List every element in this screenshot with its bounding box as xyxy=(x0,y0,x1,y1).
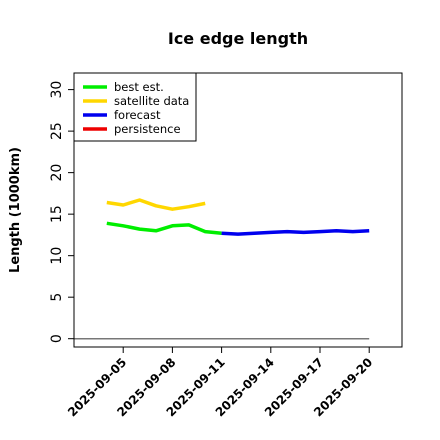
legend-label-1: satellite data xyxy=(114,94,189,108)
legend-label-3: persistence xyxy=(114,122,181,136)
chart-title: Ice edge length xyxy=(168,29,308,48)
y-tick-label: 0 xyxy=(49,334,65,343)
y-axis-label: Length (1000km) xyxy=(8,147,23,273)
axes-frame xyxy=(73,72,403,348)
y-tick-label: 5 xyxy=(49,293,65,302)
y-tick-label: 20 xyxy=(49,164,65,182)
legend-label-2: forecast xyxy=(114,108,161,122)
y-tick-label: 15 xyxy=(49,205,65,223)
legend-label-0: best est. xyxy=(114,80,164,94)
series-line-1 xyxy=(106,198,206,211)
y-tick-label: 25 xyxy=(49,122,65,140)
series-line-2 xyxy=(221,229,370,236)
y-tick-label: 10 xyxy=(49,247,65,265)
series-line-0 xyxy=(106,221,222,235)
legend: best est.satellite dataforecastpersisten… xyxy=(73,72,197,142)
y-tick-label: 30 xyxy=(49,81,65,99)
